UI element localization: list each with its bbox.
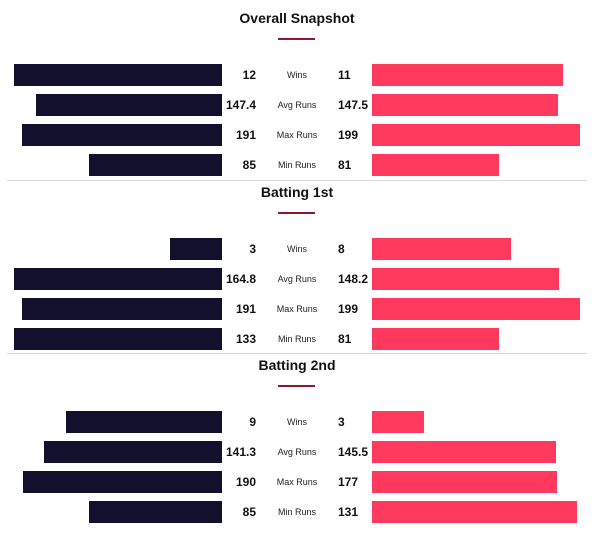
value-left: 133	[235, 332, 256, 346]
value-right: 8	[338, 242, 345, 256]
metric-label: Avg Runs	[277, 447, 317, 457]
bar-left	[36, 94, 222, 116]
title-underline	[278, 212, 315, 214]
metric-label: Wins	[287, 70, 307, 80]
value-right: 3	[338, 415, 345, 429]
bar-left	[89, 154, 222, 176]
section-divider	[7, 180, 587, 181]
bar-left	[14, 268, 222, 290]
value-right: 148.2	[338, 272, 369, 286]
bar-right	[372, 298, 580, 320]
row-max-runs: 191 Max Runs 199	[0, 298, 594, 320]
metric-label: Min Runs	[277, 334, 316, 344]
metric-label: Max Runs	[276, 304, 318, 314]
metric-label: Wins	[287, 244, 307, 254]
bar-left	[170, 238, 222, 260]
bar-left	[44, 441, 222, 463]
value-left: 9	[249, 415, 256, 429]
panel-title: Overall Snapshot	[239, 10, 355, 26]
metric-label: Max Runs	[276, 477, 318, 487]
value-right: 81	[338, 332, 352, 346]
value-right: 81	[338, 158, 352, 172]
value-right: 131	[338, 505, 359, 519]
value-right: 147.5	[338, 98, 369, 112]
row-min-runs: 85 Min Runs 131	[0, 501, 594, 523]
row-avg-runs: 141.3 Avg Runs 145.5	[0, 441, 594, 463]
title-underline	[278, 385, 315, 387]
value-right: 11	[338, 68, 351, 82]
panel-batting-1st: Batting 1st 3 Wins 8 164.8 Avg Runs 148.2 191 Ma…	[0, 184, 594, 358]
bar-right	[372, 441, 556, 463]
panel-batting-2nd: Batting 2nd 9 Wins 3 141.3 Avg Runs 145.5 190 Ma…	[0, 357, 594, 531]
panel-title: Batting 1st	[260, 184, 334, 200]
value-right: 177	[338, 475, 359, 489]
bar-right	[372, 328, 499, 350]
row-avg-runs: 147.4 Avg Runs 147.5	[0, 94, 594, 116]
bar-left	[23, 471, 222, 493]
value-left: 141.3	[225, 445, 256, 459]
bar-right	[372, 124, 580, 146]
row-avg-runs: 164.8 Avg Runs 148.2	[0, 268, 594, 290]
bar-left	[14, 328, 222, 350]
value-right: 199	[338, 302, 359, 316]
row-min-runs: 133 Min Runs 81	[0, 328, 594, 350]
bar-left	[22, 298, 222, 320]
value-right: 199	[338, 128, 359, 142]
bar-left	[66, 411, 222, 433]
metric-label: Avg Runs	[277, 274, 317, 284]
row-max-runs: 191 Max Runs 199	[0, 124, 594, 146]
bar-right	[372, 94, 558, 116]
panel-title: Batting 2nd	[258, 357, 336, 373]
metric-label: Wins	[287, 417, 307, 427]
value-left: 85	[242, 158, 256, 172]
section-divider	[7, 353, 587, 354]
value-left: 191	[235, 302, 256, 316]
bar-left	[89, 501, 222, 523]
value-left: 85	[242, 505, 256, 519]
bar-left	[22, 124, 222, 146]
row-wins: 12 Wins 11	[0, 64, 594, 86]
value-left: 147.4	[225, 98, 256, 112]
value-left: 164.8	[225, 272, 256, 286]
value-right: 145.5	[338, 445, 369, 459]
metric-label: Min Runs	[277, 507, 316, 517]
row-wins: 3 Wins 8	[0, 238, 594, 260]
row-min-runs: 85 Min Runs 81	[0, 154, 594, 176]
bar-right	[372, 501, 577, 523]
bar-left	[14, 64, 222, 86]
panel-overall-snapshot: Overall Snapshot 12 Wins 11 147.4 Avg Runs 147…	[0, 10, 594, 184]
bar-right	[372, 411, 424, 433]
bar-right	[372, 64, 563, 86]
metric-label: Max Runs	[276, 130, 318, 140]
bar-right	[372, 154, 499, 176]
value-left: 3	[249, 242, 256, 256]
value-left: 190	[235, 475, 256, 489]
row-wins: 9 Wins 3	[0, 411, 594, 433]
value-left: 12	[242, 68, 256, 82]
metric-label: Avg Runs	[277, 100, 317, 110]
value-left: 191	[235, 128, 256, 142]
row-max-runs: 190 Max Runs 177	[0, 471, 594, 493]
metric-label: Min Runs	[277, 160, 316, 170]
bar-right	[372, 268, 559, 290]
bar-right	[372, 471, 557, 493]
bar-right	[372, 238, 511, 260]
title-underline	[278, 38, 315, 40]
